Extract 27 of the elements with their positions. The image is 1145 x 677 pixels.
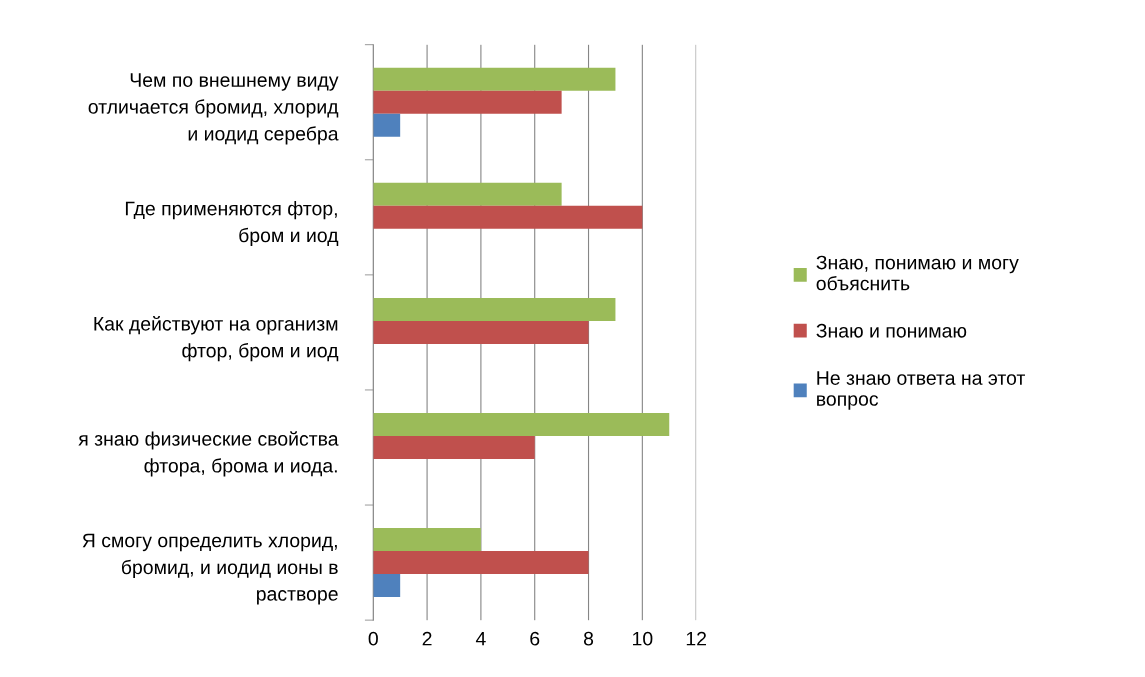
bar xyxy=(373,67,616,91)
x-tick-label: 2 xyxy=(422,631,432,646)
bar xyxy=(373,528,481,552)
bar xyxy=(373,435,535,460)
legend-label: Не знаю ответа на этот вопрос xyxy=(817,371,1026,410)
bar xyxy=(373,182,562,206)
bar xyxy=(373,574,401,598)
y-tick-label: Где применяются фтор, бром и иод xyxy=(125,201,339,247)
x-tick-label: 0 xyxy=(368,631,378,646)
bar xyxy=(373,412,670,436)
bar xyxy=(373,551,589,575)
y-tick-label: я знаю физические свойства фтора, брома и иода. xyxy=(78,431,339,477)
bar xyxy=(373,113,401,137)
y-tick-label: Чем по внешнему виду отличается бромид, хлорид и иодид серебра xyxy=(88,73,339,145)
x-tick-label: 6 xyxy=(530,631,540,646)
bar xyxy=(373,205,643,229)
bar xyxy=(373,297,616,321)
x-tick-label: 10 xyxy=(633,631,653,646)
y-tick-label: Я смогу определить хлорид, бромид, и иодид ионы в растворе xyxy=(82,533,338,605)
bar xyxy=(373,90,562,114)
legend-label: Знаю, понимаю и могу объяснить xyxy=(816,255,1019,291)
bar xyxy=(373,320,589,344)
legend-label: Знаю и понимаю xyxy=(816,323,967,338)
x-tick-label: 8 xyxy=(583,631,594,646)
y-tick-label: Как действуют на организм фтор, бром и иод xyxy=(94,316,339,362)
x-tick-label: 4 xyxy=(475,631,486,646)
x-tick-label: 12 xyxy=(686,631,706,646)
